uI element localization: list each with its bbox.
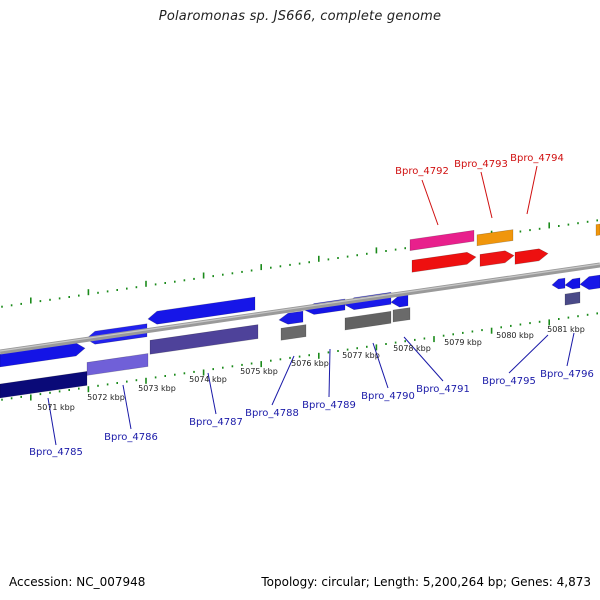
leader-line [526,165,538,215]
gene-arrow-4796a [564,277,581,290]
gene-label: Bpro_4786 [104,432,158,443]
leader-line [328,348,331,398]
leader-line [207,372,217,415]
leader-line [47,397,57,446]
genome-backbone [0,262,600,355]
gene-label: Bpro_4791 [416,384,470,395]
backbone-line [0,262,600,355]
feature-band-4785 [0,371,88,399]
gene-label: Bpro_4787 [189,417,243,428]
scale-label: 5081 kbp [547,325,585,334]
scale-label: 5075 kbp [240,367,278,376]
feature-band-4786 [86,353,149,376]
leader-line [271,355,295,406]
scale-label: 5078 kbp [393,344,431,353]
leader-line [508,334,549,374]
feature-band-4797 [595,223,600,236]
gene-label: Bpro_4790 [361,391,415,402]
leader-line [421,179,439,226]
gene-label: Bpro_4793 [454,159,508,170]
gene-arrow-4794 [514,248,549,265]
gene-label: Bpro_4789 [302,400,356,411]
gene-label: Bpro_4792 [395,166,449,177]
leader-line [566,332,575,367]
gene-label: Bpro_4795 [482,376,536,387]
scale-label: 5074 kbp [189,375,227,384]
scale-label: 5072 kbp [87,393,125,402]
genome-stats: Topology: circular; Length: 5,200,264 bp… [261,575,591,589]
leader-line [403,336,444,382]
backbone-highlight [0,263,600,352]
gene-label: Bpro_4796 [540,369,594,380]
genome-title: Polaromonas sp. JS666, complete genome [158,9,442,24]
gene-arrow-4788 [278,310,304,325]
scale-label: 5079 kbp [444,338,482,347]
scale-label: 5077 kbp [342,351,380,360]
feature-band-4787 [149,324,259,355]
scale-label: 5073 kbp [138,384,176,393]
labels: 5071 kbp 5072 kbp 5073 kbp 5074 kbp 5075 kbp… [29,153,594,458]
gene-arrow-4793 [479,250,515,267]
feature-band-4788 [280,324,307,341]
scale-label: 5071 kbp [37,403,75,412]
leader-line [122,384,132,430]
scale-label: 5080 kbp [496,331,534,340]
leader-line [372,342,389,389]
tick-row-bottom [1,312,599,401]
gene-label: Bpro_4794 [510,153,564,164]
leader-line [480,171,493,219]
tick-marks [1,219,599,401]
label-leaders [47,165,575,446]
feature-band-4796 [564,291,581,306]
gene-arrow-4787 [147,296,256,325]
accession-label: Accession: NC_007948 [9,575,146,589]
gene-arrow-4796b [579,274,600,290]
feature-band-4791 [392,307,411,323]
gene-label: Bpro_4785 [29,447,83,458]
scale-label: 5076 kbp [291,359,329,368]
feature-band-4793 [476,229,514,247]
feature-band-4790 [344,310,392,331]
feature-band-4792 [409,229,475,251]
gene-label: Bpro_4788 [245,408,299,419]
gene-arrow-4792 [411,251,477,273]
gene-arrow-4795 [551,277,566,290]
